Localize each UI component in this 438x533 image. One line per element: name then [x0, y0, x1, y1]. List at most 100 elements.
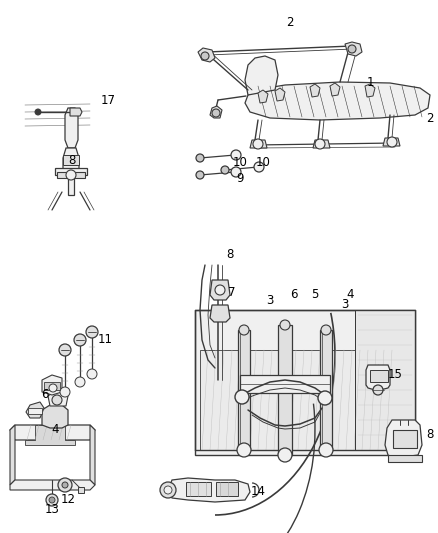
Text: 8: 8	[425, 429, 433, 441]
Circle shape	[318, 443, 332, 457]
Bar	[215, 482, 237, 496]
Polygon shape	[209, 106, 222, 118]
Circle shape	[49, 497, 55, 503]
Polygon shape	[48, 390, 68, 406]
Circle shape	[35, 109, 41, 115]
Circle shape	[201, 52, 208, 60]
Text: 8: 8	[68, 154, 75, 166]
Polygon shape	[244, 56, 277, 95]
Polygon shape	[10, 425, 95, 440]
Bar	[392, 430, 416, 448]
Bar	[194, 310, 414, 455]
Text: 13: 13	[45, 504, 59, 516]
Text: 7: 7	[228, 286, 235, 298]
Polygon shape	[63, 148, 79, 172]
Polygon shape	[258, 90, 267, 103]
Polygon shape	[78, 487, 84, 493]
Circle shape	[195, 154, 204, 162]
Polygon shape	[274, 88, 284, 101]
Text: 3: 3	[340, 298, 348, 311]
Circle shape	[230, 167, 240, 177]
Bar	[277, 325, 291, 455]
Bar	[240, 375, 329, 393]
Circle shape	[230, 150, 240, 160]
Bar	[319, 330, 331, 450]
Bar	[200, 350, 394, 450]
Circle shape	[252, 139, 262, 149]
Polygon shape	[25, 425, 75, 445]
Text: 8: 8	[226, 248, 233, 262]
Text: 9: 9	[236, 172, 243, 184]
Circle shape	[279, 320, 290, 330]
Polygon shape	[65, 108, 78, 148]
Text: 2: 2	[425, 111, 433, 125]
Circle shape	[254, 162, 263, 172]
Bar	[63, 155, 79, 165]
Circle shape	[62, 482, 68, 488]
Polygon shape	[365, 365, 389, 390]
Polygon shape	[90, 425, 95, 485]
Polygon shape	[10, 480, 95, 490]
Circle shape	[238, 325, 248, 335]
Polygon shape	[364, 84, 374, 97]
Polygon shape	[198, 48, 215, 62]
Text: 17: 17	[100, 93, 115, 107]
Circle shape	[195, 171, 204, 179]
Polygon shape	[10, 425, 15, 485]
Text: 1: 1	[365, 76, 373, 88]
Circle shape	[317, 391, 331, 405]
Polygon shape	[344, 42, 361, 56]
Text: 3: 3	[266, 294, 273, 306]
Bar	[354, 310, 414, 450]
Polygon shape	[70, 108, 82, 116]
Circle shape	[237, 443, 251, 457]
Circle shape	[386, 137, 396, 147]
Polygon shape	[382, 138, 399, 146]
Circle shape	[234, 390, 248, 404]
Text: 10: 10	[232, 156, 247, 168]
Polygon shape	[26, 402, 44, 418]
Polygon shape	[209, 280, 230, 300]
Bar	[186, 482, 211, 496]
Text: 4: 4	[51, 424, 59, 437]
Bar	[28, 408, 42, 414]
Polygon shape	[384, 420, 421, 458]
Polygon shape	[42, 405, 68, 428]
Circle shape	[215, 285, 225, 295]
Polygon shape	[244, 82, 429, 120]
Text: 15: 15	[387, 368, 402, 382]
Polygon shape	[312, 140, 329, 148]
Polygon shape	[309, 84, 319, 97]
Text: 14: 14	[250, 486, 265, 498]
Text: 6: 6	[290, 288, 297, 302]
Polygon shape	[42, 375, 62, 395]
Circle shape	[75, 377, 85, 387]
Circle shape	[347, 45, 355, 53]
Circle shape	[58, 478, 72, 492]
Bar	[237, 330, 249, 450]
Circle shape	[212, 109, 219, 117]
Circle shape	[277, 448, 291, 462]
Polygon shape	[387, 455, 421, 462]
Polygon shape	[55, 168, 87, 195]
Circle shape	[320, 325, 330, 335]
Text: 2: 2	[286, 15, 293, 28]
Text: 4: 4	[346, 288, 353, 302]
Circle shape	[60, 387, 70, 397]
Circle shape	[314, 139, 324, 149]
Text: 12: 12	[60, 494, 75, 506]
Bar	[369, 370, 387, 382]
Circle shape	[87, 369, 97, 379]
Text: 10: 10	[255, 156, 270, 168]
Text: 11: 11	[97, 334, 112, 346]
Circle shape	[59, 344, 71, 356]
Circle shape	[49, 384, 57, 392]
Circle shape	[74, 334, 86, 346]
Circle shape	[86, 326, 98, 338]
Text: 5: 5	[311, 288, 318, 302]
Circle shape	[66, 170, 76, 180]
Bar	[44, 382, 60, 390]
Circle shape	[46, 494, 58, 506]
Circle shape	[220, 166, 229, 174]
Circle shape	[159, 482, 176, 498]
